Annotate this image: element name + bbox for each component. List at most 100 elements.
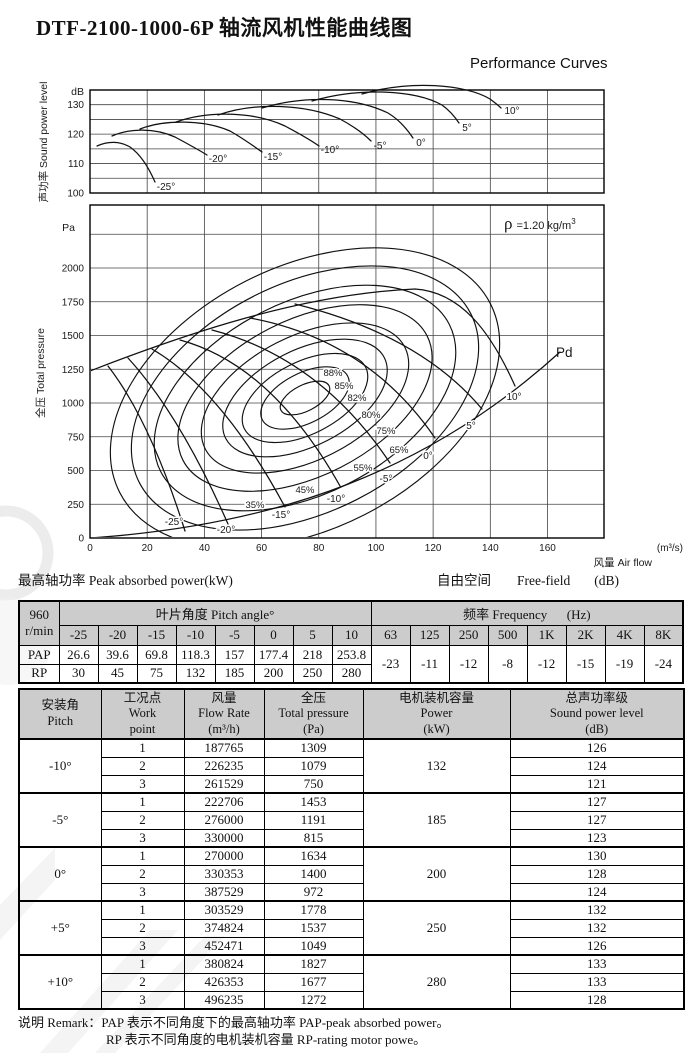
- svg-text:-15°: -15°: [264, 152, 282, 163]
- sound-level-cell: 126: [509, 936, 685, 956]
- svg-text:120: 120: [67, 130, 84, 141]
- svg-text:88%: 88%: [323, 368, 343, 379]
- freq-col-header: 125: [409, 624, 450, 646]
- svg-text:-10°: -10°: [327, 494, 345, 505]
- svg-text:55%: 55%: [353, 463, 373, 474]
- sound-chart-grid: [89, 89, 605, 194]
- rp-value: 132: [175, 663, 216, 684]
- sound-level-cell: 127: [509, 810, 685, 830]
- pap-value: 39.6: [97, 644, 138, 665]
- rp-row-label: RP: [18, 663, 60, 684]
- svg-text:120: 120: [425, 543, 442, 554]
- freq-col-header: 1K: [526, 624, 567, 646]
- total-pressure-cell: 1309: [263, 738, 364, 758]
- sound-level-cell: 124: [509, 882, 685, 902]
- sound-level-cell: 132: [509, 918, 685, 938]
- svg-text:100: 100: [368, 543, 385, 554]
- pap-value: 157: [214, 644, 255, 665]
- pitch-angle-cell: +10°: [18, 954, 102, 1010]
- svg-text:500: 500: [67, 466, 84, 477]
- svg-text:0°: 0°: [416, 138, 426, 149]
- rp-value: 200: [253, 663, 294, 684]
- work-point-cell: 3: [100, 936, 185, 956]
- freq-col-header: 250: [448, 624, 489, 646]
- work-point-cell: 1: [100, 954, 185, 974]
- svg-text:0°: 0°: [423, 451, 433, 462]
- pitch-angle-cell: 0°: [18, 846, 102, 902]
- pitch-angle-header: 叶片角度 Pitch angle°: [58, 600, 372, 626]
- attenuation-value: -24: [643, 644, 684, 684]
- flow-rate-cell: 330000: [183, 828, 265, 848]
- flow-rate-cell: 426353: [183, 972, 265, 992]
- column-header: 总声功率级 Sound power level (dB): [509, 688, 685, 740]
- flow-rate-cell: 270000: [183, 846, 265, 866]
- freq-col-header: 8K: [643, 624, 684, 646]
- total-pressure-cell: 972: [263, 882, 364, 902]
- attenuation-value: -8: [487, 644, 528, 684]
- sound-curve--15: [139, 121, 263, 153]
- column-header: 安装角 Pitch: [18, 688, 102, 740]
- free-space-cn: 自由空间: [437, 573, 491, 588]
- total-pressure-cell: 1453: [263, 792, 364, 812]
- flow-rate-cell: 380824: [183, 954, 265, 974]
- sound-level-cell: 121: [509, 774, 685, 794]
- sound-chart-curves: [96, 84, 502, 183]
- work-point-cell: 2: [100, 918, 185, 938]
- sound-curve--20: [111, 129, 208, 156]
- sound-level-cell: 123: [509, 828, 685, 848]
- sound-level-cell: 128: [509, 864, 685, 884]
- work-point-cell: 2: [100, 810, 185, 830]
- svg-text:40: 40: [199, 543, 211, 554]
- pap-value: 253.8: [331, 644, 372, 665]
- free-field-label: 自由空间 Free-field (dB): [437, 569, 619, 589]
- attenuation-value: -15: [565, 644, 606, 684]
- pitch-angle-cell: -5°: [18, 792, 102, 848]
- rp-value: 280: [331, 663, 372, 684]
- pd-curve: [94, 351, 561, 537]
- svg-text:80%: 80%: [361, 410, 381, 421]
- svg-text:1000: 1000: [62, 399, 85, 410]
- work-point-cell: 2: [100, 756, 185, 776]
- power-cell: 132: [362, 738, 511, 794]
- svg-text:全压 Total pressure: 全压 Total pressure: [34, 328, 47, 418]
- svg-text:60: 60: [256, 543, 268, 554]
- svg-text:75%: 75%: [376, 426, 396, 437]
- angle-col-header: -5: [214, 624, 255, 646]
- work-points-table: 安装角 Pitch 工况点 Work point 风量 Flow Rate (m³/h) 全压 T…: [18, 688, 685, 1010]
- power-cell: 200: [362, 846, 511, 902]
- flow-rate-cell: 374824: [183, 918, 265, 938]
- angle-col-header: -25: [58, 624, 99, 646]
- power-cell: 280: [362, 954, 511, 1010]
- pap-row-label: PAP: [18, 644, 60, 665]
- column-header: 风量 Flow Rate (m³/h): [183, 688, 265, 740]
- attenuation-value: -19: [604, 644, 645, 684]
- svg-text:0: 0: [78, 534, 84, 545]
- work-point-cell: 1: [100, 900, 185, 920]
- total-pressure-cell: 815: [263, 828, 364, 848]
- envelope-and-10deg-curve: [91, 288, 516, 387]
- work-point-cell: 2: [100, 972, 185, 992]
- work-point-cell: 1: [100, 846, 185, 866]
- sound-curve-10: [361, 84, 502, 109]
- sound-curve-0: [261, 98, 414, 139]
- svg-text:-20°: -20°: [209, 154, 227, 165]
- pap-value: 69.8: [136, 644, 177, 665]
- free-field-unit: (dB): [594, 573, 619, 588]
- total-pressure-cell: 1827: [263, 954, 364, 974]
- work-point-cell: 1: [100, 738, 185, 758]
- pressure-chart-curves: [91, 247, 561, 537]
- pitch-angle-cell: +5°: [18, 900, 102, 956]
- flow-rate-cell: 452471: [183, 936, 265, 956]
- column-header: 工况点 Work point: [100, 688, 185, 740]
- svg-text:10°: 10°: [506, 392, 521, 403]
- svg-text:Pd: Pd: [556, 345, 573, 360]
- flow-rate-cell: 303529: [183, 900, 265, 920]
- sound-curve--5: [217, 105, 372, 142]
- svg-text:5°: 5°: [466, 421, 476, 432]
- chart-text-labels: dB 130 120 110 100 声功率 Sound power level -25° -…: [34, 82, 683, 569]
- pitch-curve-0: [249, 317, 436, 439]
- svg-text:5°: 5°: [462, 123, 472, 134]
- svg-text:-10°: -10°: [321, 145, 339, 156]
- angle-col-header: -20: [97, 624, 138, 646]
